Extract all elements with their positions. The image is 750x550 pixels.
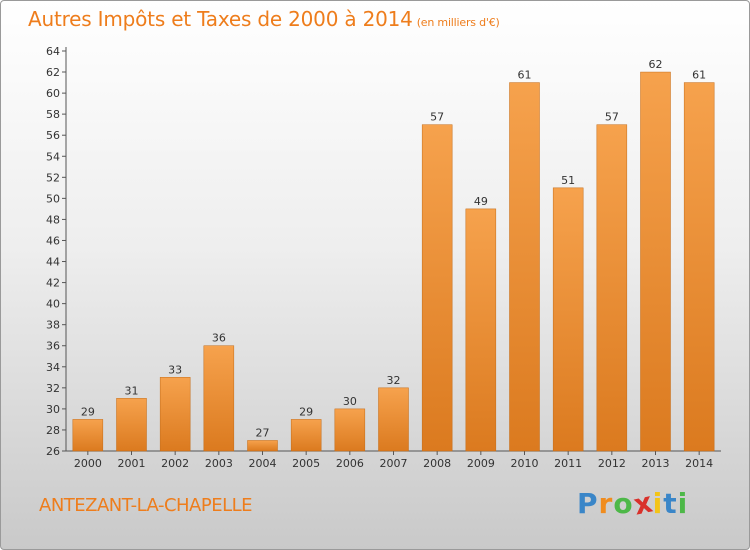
x-tick-label-2007: 2007 [380, 457, 408, 470]
bar-2014 [683, 82, 715, 452]
bar-2002 [159, 377, 191, 452]
y-tick-label: 48 [46, 213, 60, 226]
y-tick-label: 40 [46, 298, 60, 311]
y-tick-label: 38 [46, 319, 60, 332]
chart-title-text: Autres Impôts et Taxes de 2000 à 2014 [28, 7, 413, 31]
y-tick-label: 26 [46, 445, 60, 458]
bar-2007 [378, 387, 409, 452]
y-tick-label: 56 [46, 129, 60, 142]
x-tick-label-2000: 2000 [74, 457, 102, 470]
bar-2004 [247, 440, 278, 452]
data-label-2012: 57 [605, 111, 619, 124]
y-tick-label: 42 [46, 277, 60, 290]
data-label-2006: 30 [343, 395, 357, 408]
y-tick-label: 30 [46, 403, 60, 416]
chart-title: Autres Impôts et Taxes de 2000 à 2014 (en… [28, 7, 500, 31]
data-label-2004: 27 [256, 426, 270, 439]
data-label-2001: 31 [125, 384, 139, 397]
y-tick-label: 50 [46, 192, 60, 205]
x-tick-label-2001: 2001 [118, 457, 146, 470]
bar-2001 [116, 398, 147, 452]
logo-letter: t [663, 487, 678, 520]
x-tick-label-2014: 2014 [685, 457, 713, 470]
y-tick-label: 32 [46, 382, 60, 395]
logo-letter: o [613, 487, 634, 520]
x-tick-label-2009: 2009 [467, 457, 495, 470]
data-label-2010: 61 [518, 69, 532, 82]
bar-2008 [421, 124, 453, 452]
y-tick-label: 34 [46, 361, 60, 374]
data-label-2014: 61 [692, 69, 706, 82]
bar-2009 [465, 208, 497, 452]
proxiti-logo: Proxiti [577, 485, 689, 521]
x-tick-label-2003: 2003 [205, 457, 233, 470]
data-label-2005: 29 [299, 405, 313, 418]
logo-letter: P [577, 487, 599, 520]
x-tick-label-2012: 2012 [598, 457, 626, 470]
y-tick-label: 52 [46, 171, 60, 184]
y-tick-label: 60 [46, 87, 60, 100]
commune-name: ANTEZANT-LA-CHAPELLE [39, 495, 253, 516]
data-label-2007: 32 [387, 374, 401, 387]
x-tick-label-2011: 2011 [554, 457, 582, 470]
data-label-2008: 57 [430, 111, 444, 124]
x-tick-label-2006: 2006 [336, 457, 364, 470]
bar-2012 [596, 124, 628, 452]
x-tick-label-2005: 2005 [292, 457, 320, 470]
data-label-2000: 29 [81, 405, 95, 418]
y-tick-label: 46 [46, 234, 60, 247]
y-tick-label: 54 [46, 150, 60, 163]
y-tick-label: 36 [46, 340, 60, 353]
x-tick-label-2008: 2008 [423, 457, 451, 470]
data-label-2002: 33 [168, 363, 182, 376]
bar-2003 [203, 345, 235, 452]
logo-letter: i [677, 487, 689, 520]
bar-2010 [509, 82, 540, 452]
bar-2000 [72, 419, 104, 452]
bar-2013 [640, 71, 671, 452]
x-tick-label-2004: 2004 [249, 457, 277, 470]
unit-note: (en milliers d'€) [416, 16, 500, 29]
x-tick-label-2013: 2013 [642, 457, 670, 470]
bar-2006 [334, 408, 366, 452]
data-label-2003: 36 [212, 332, 226, 345]
y-tick-label: 44 [46, 256, 60, 269]
data-label-2013: 62 [649, 58, 663, 71]
y-tick-label: 64 [46, 45, 60, 58]
x-tick-label-2002: 2002 [161, 457, 189, 470]
logo-letter: i [652, 487, 664, 520]
x-tick-label-2010: 2010 [511, 457, 539, 470]
y-tick-label: 58 [46, 108, 60, 121]
bar-2011 [552, 187, 584, 452]
y-tick-label: 62 [46, 66, 60, 79]
data-label-2009: 49 [474, 195, 488, 208]
y-tick-label: 28 [46, 424, 60, 437]
logo-letter: r [598, 487, 614, 520]
data-label-2011: 51 [561, 174, 575, 187]
bar-2005 [290, 419, 322, 452]
